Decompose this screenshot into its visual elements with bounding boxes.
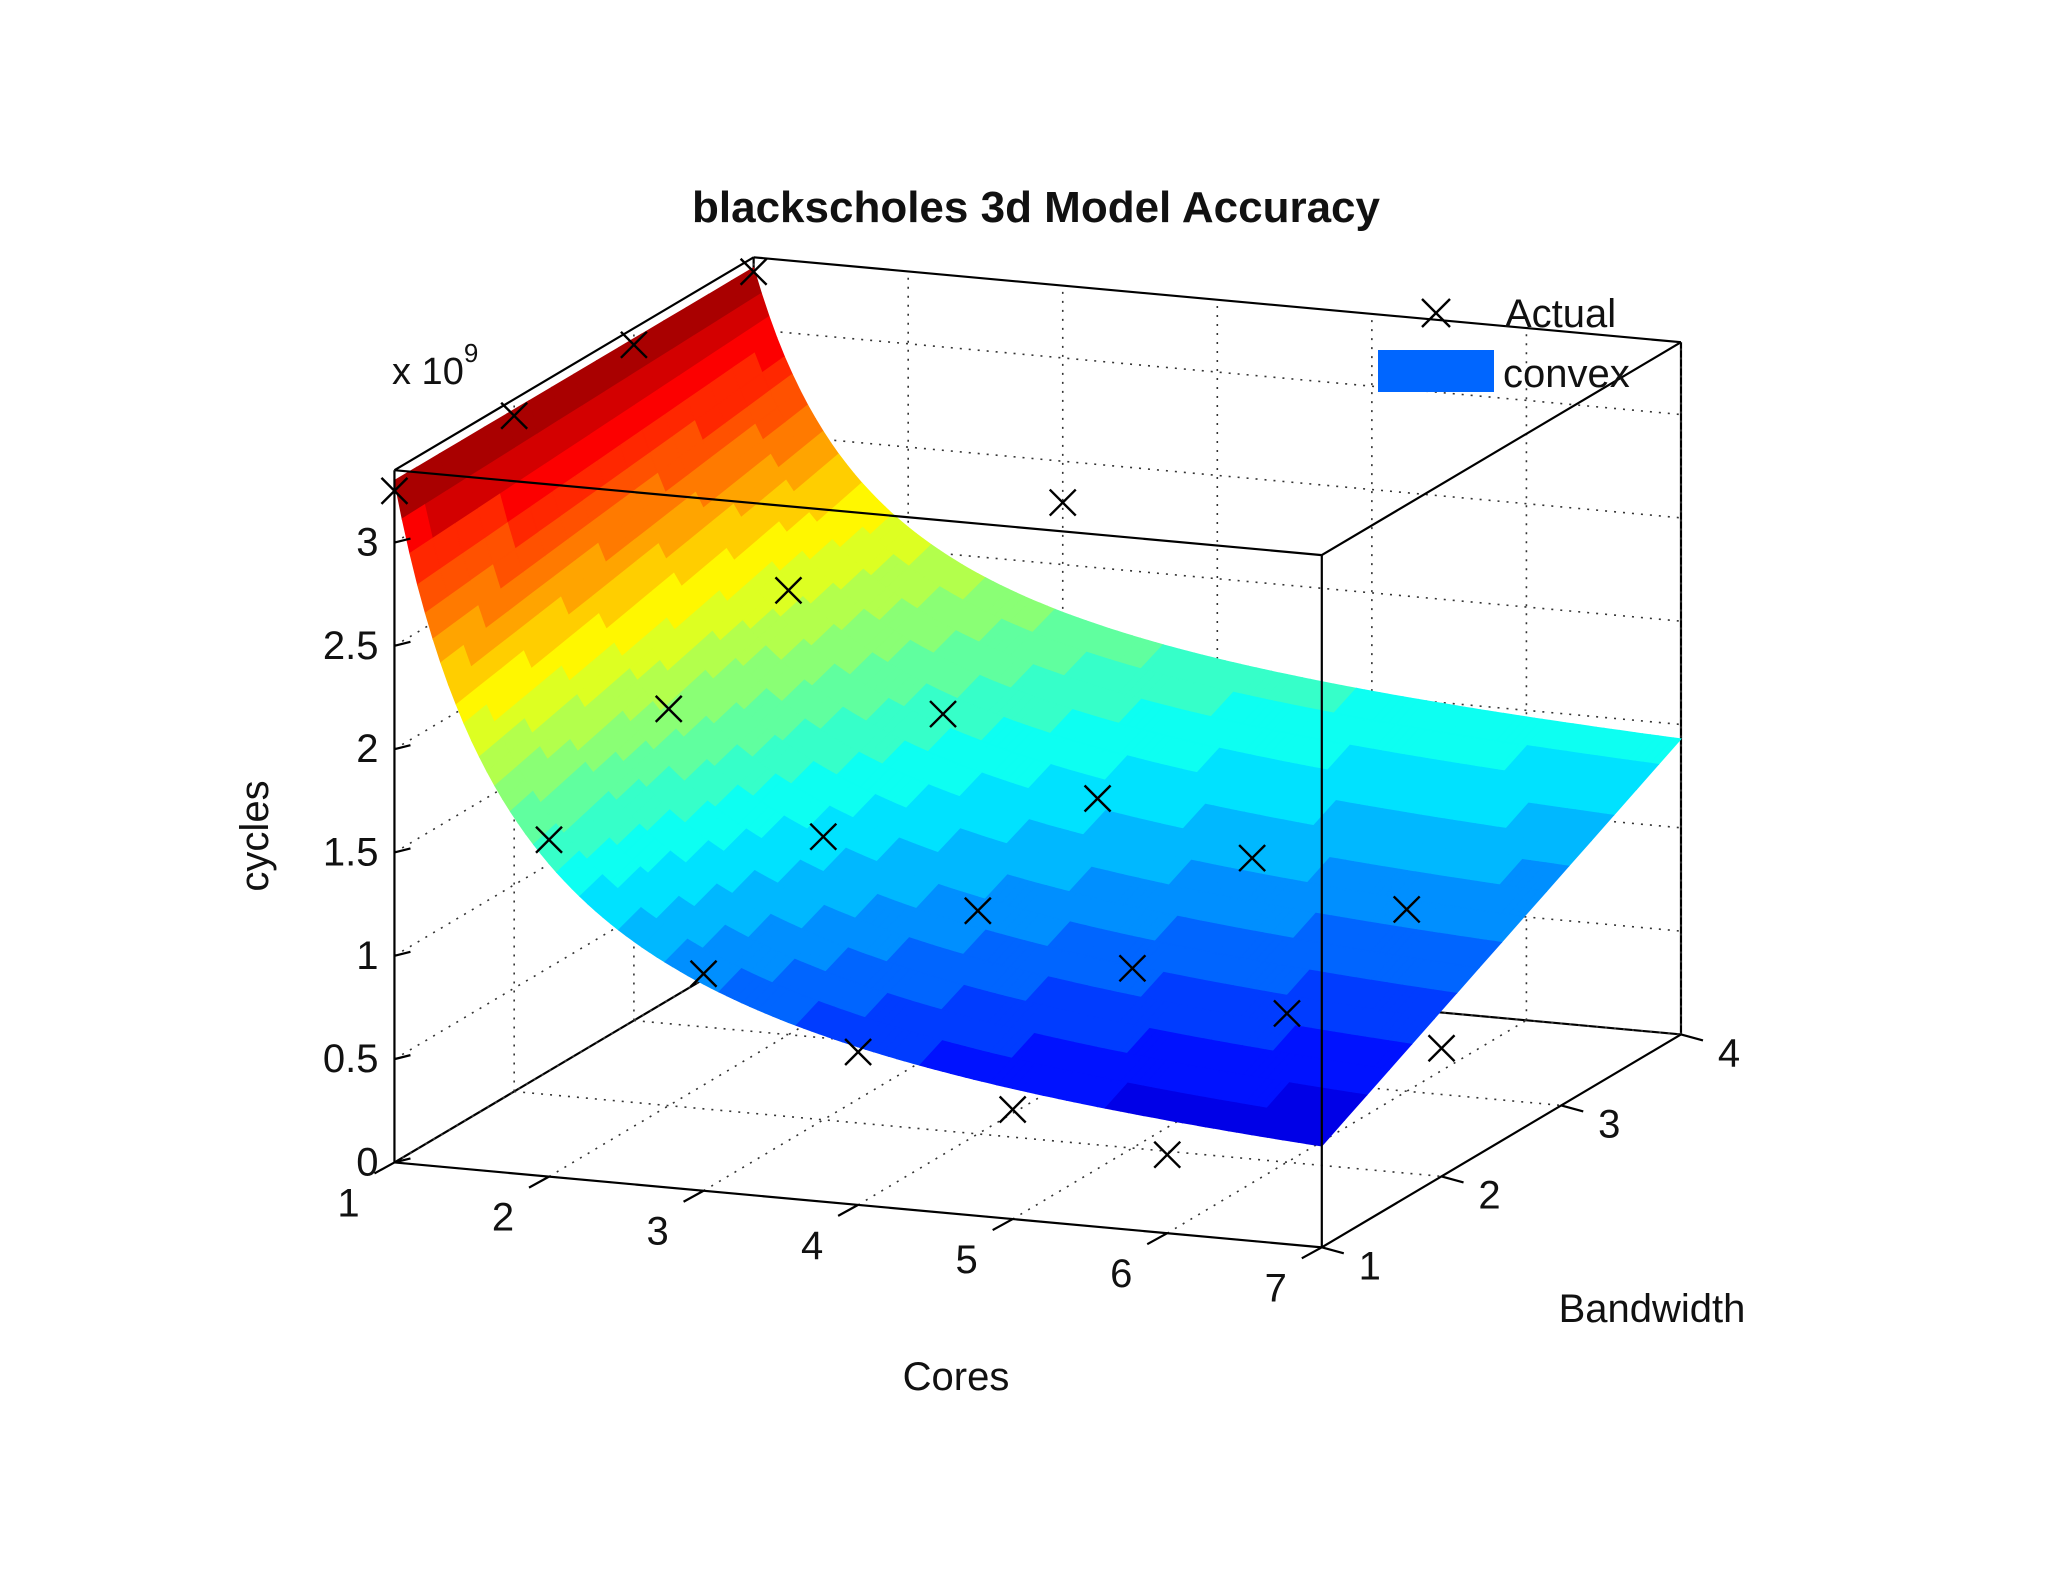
x-tick <box>528 1175 550 1189</box>
x-tick-label: 7 <box>1265 1266 1287 1310</box>
x-tick <box>683 1189 705 1203</box>
x-tick <box>373 1161 395 1175</box>
legend-convex-swatch <box>1378 350 1494 392</box>
actual-point <box>1392 895 1421 924</box>
grid-line <box>1166 1019 1527 1234</box>
x-tick-label: 1 <box>337 1181 359 1225</box>
z-axis-label: cycles <box>233 780 277 891</box>
x-tick-label: 6 <box>1110 1252 1132 1296</box>
y-tick-label: 3 <box>1598 1102 1620 1146</box>
z-tick-label: 1.5 <box>323 830 379 874</box>
x-axis-label: Cores <box>903 1355 1010 1399</box>
actual-point <box>929 700 957 728</box>
y-axis-label: Bandwidth <box>1559 1287 1746 1331</box>
actual-point <box>844 1038 872 1066</box>
x-tick-label: 3 <box>646 1210 668 1254</box>
z-tick-label: 3 <box>356 521 378 565</box>
grid-line <box>857 991 1218 1206</box>
actual-point <box>964 896 992 925</box>
actual-point <box>1048 488 1077 517</box>
x-tick <box>837 1203 859 1217</box>
y-tick <box>1560 1104 1584 1113</box>
legend-label-convex: convex <box>1503 352 1630 396</box>
y-tick <box>1321 1246 1345 1255</box>
surface-convex <box>393 266 1682 1147</box>
z-tick-label: 0 <box>356 1140 378 1184</box>
y-tick-label: 2 <box>1478 1173 1500 1217</box>
actual-point <box>500 401 529 430</box>
legend-label-actual: Actual <box>1505 292 1616 336</box>
actual-markers <box>380 257 1456 1169</box>
actual-point <box>1153 1140 1182 1169</box>
z-tick <box>394 1054 411 1061</box>
z-tick <box>394 744 411 751</box>
legend <box>1378 298 1494 392</box>
grid-line <box>548 963 909 1178</box>
z-tick <box>394 537 411 544</box>
axis-box-edge <box>394 469 1322 557</box>
actual-point <box>535 825 563 854</box>
z-tick-label: 0.5 <box>323 1037 379 1081</box>
grid-line <box>394 845 755 1060</box>
x-tick <box>1301 1246 1323 1260</box>
grid-line <box>703 977 1064 1192</box>
actual-point <box>1273 999 1301 1028</box>
actual-point <box>1118 954 1147 983</box>
x-tick <box>992 1218 1014 1232</box>
z-tick-label: 2.5 <box>323 624 379 668</box>
z-tick <box>394 640 411 647</box>
z-tick <box>394 847 411 854</box>
y-tick-label: 1 <box>1359 1244 1381 1288</box>
y-tick <box>1680 1033 1704 1042</box>
actual-point <box>774 576 803 605</box>
z-exponent-label: x 109 <box>392 338 478 393</box>
x-tick-label: 2 <box>492 1196 514 1240</box>
actual-point <box>689 959 718 988</box>
y-tick-label: 4 <box>1718 1031 1740 1075</box>
actual-point <box>654 695 683 723</box>
x-tick-label: 5 <box>956 1238 978 1282</box>
grid-line <box>394 948 755 1164</box>
actual-point <box>620 330 648 359</box>
axes-front <box>373 341 1704 1260</box>
axis-box-edge <box>1321 1033 1682 1249</box>
x-tick <box>1146 1232 1168 1246</box>
chart-title: blackscholes 3d Model Accuracy <box>692 183 1381 232</box>
axis-box-edge <box>393 256 755 472</box>
actual-point <box>1083 784 1112 813</box>
y-tick <box>1441 1175 1464 1184</box>
actual-point <box>998 1095 1027 1124</box>
x-tick-label: 4 <box>801 1224 823 1268</box>
z-tick <box>394 950 411 957</box>
z-tick-label: 2 <box>356 727 378 771</box>
actual-point <box>739 257 768 286</box>
axis-box-edge <box>753 256 1682 344</box>
actual-point <box>1427 1034 1456 1063</box>
z-tick <box>394 1157 411 1164</box>
z-tick-label: 1 <box>356 934 378 978</box>
actual-point <box>1238 844 1266 872</box>
axis-box-edge <box>1321 341 1682 557</box>
actual-point <box>809 822 838 851</box>
